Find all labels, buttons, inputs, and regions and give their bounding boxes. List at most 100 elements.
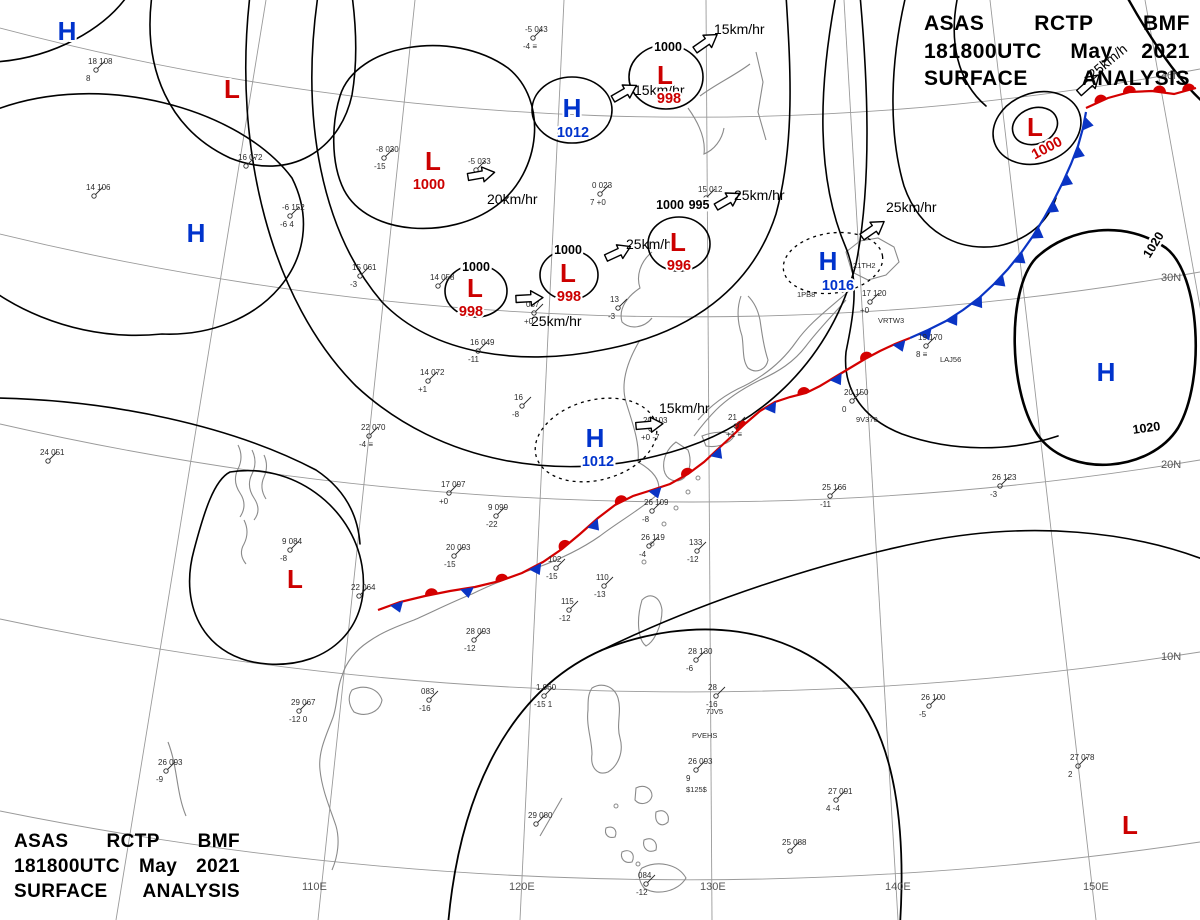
station-values: 13 bbox=[610, 295, 619, 304]
station-values-lower: -9 bbox=[156, 775, 164, 784]
movement-speed-label: 20km/hr bbox=[487, 191, 538, 207]
front-layer bbox=[377, 83, 1197, 613]
station-values-lower: -22 bbox=[486, 520, 498, 529]
station-circle bbox=[923, 343, 929, 349]
station-values: 1 060 bbox=[536, 683, 557, 692]
station-circle bbox=[243, 163, 249, 169]
station-values: 16 bbox=[514, 393, 523, 402]
station-values-lower: -16 bbox=[706, 700, 718, 709]
station-values: 28 093 bbox=[466, 627, 491, 636]
station-plot: 110 -13 bbox=[594, 573, 614, 599]
station-values-lower: -12 bbox=[636, 888, 648, 897]
station-values-lower: -6 4 bbox=[280, 220, 294, 229]
warm-front-semicircle bbox=[860, 351, 873, 362]
warm-front-semicircle bbox=[495, 573, 509, 583]
station-values: 14 072 bbox=[420, 368, 445, 377]
station-plot: 0 023 7 +0 bbox=[590, 181, 613, 207]
pressure-center-value: 998 bbox=[459, 304, 483, 320]
chart-title-bottom-left: ASAS RCTP BMF 181800UTC May 2021 SURFACE… bbox=[14, 829, 240, 904]
island-dot bbox=[661, 521, 667, 527]
station-plot: 25 088 bbox=[782, 838, 807, 854]
movement-arrow-icon bbox=[859, 220, 885, 241]
station-plot: 27 091 4 -4 bbox=[826, 787, 853, 813]
movement-arrow-icon bbox=[1075, 74, 1100, 97]
coastline bbox=[620, 251, 653, 328]
cold-front-triangle bbox=[648, 486, 662, 499]
station-values-lower: -11 bbox=[468, 355, 480, 364]
wind-barb bbox=[534, 28, 543, 37]
wind-barb bbox=[619, 298, 628, 307]
station-values: 102 bbox=[548, 555, 562, 564]
station-values-lower: -12 bbox=[559, 614, 571, 623]
station-circle bbox=[425, 378, 431, 384]
movement-speed-label: 15km/hr bbox=[659, 400, 710, 416]
station-circle bbox=[163, 768, 169, 774]
dotted-isobar bbox=[782, 231, 884, 295]
station-values: 22 064 bbox=[351, 583, 376, 592]
station-values: 15 012 bbox=[698, 185, 723, 194]
coastline-layer bbox=[167, 51, 900, 893]
coastline bbox=[755, 51, 767, 141]
isobar bbox=[311, 0, 791, 358]
title-line-3: SURFACE ANALYSIS bbox=[924, 67, 1190, 91]
wind-barb bbox=[477, 160, 486, 169]
station-plot: -5 043 -4 ≡ bbox=[523, 25, 548, 51]
station-circle bbox=[475, 348, 481, 354]
station-values-lower: -16 bbox=[419, 704, 431, 713]
pressure-center-value: 1012 bbox=[582, 454, 614, 470]
station-values-lower: -12 0 bbox=[289, 715, 308, 724]
station-circle bbox=[91, 193, 97, 199]
station-values: 26 119 bbox=[641, 533, 665, 542]
wind-barb bbox=[697, 760, 706, 769]
movement-arrow-icon bbox=[603, 244, 632, 262]
station-circle bbox=[566, 607, 572, 613]
station-values-lower: -15 bbox=[444, 560, 456, 569]
station-id: 1PB8 bbox=[797, 290, 815, 299]
movement-speed-label: 25km/hr bbox=[886, 199, 937, 215]
coastline bbox=[167, 741, 187, 817]
station-values-lower: -3 bbox=[350, 280, 358, 289]
pressure-center-value: 1000 bbox=[413, 177, 445, 193]
coastline bbox=[699, 63, 751, 97]
cold-front-triangle bbox=[945, 313, 958, 326]
movement-arrow-icon bbox=[515, 290, 544, 307]
longitude-label: 140E bbox=[885, 881, 911, 893]
station-plot: 24 051 bbox=[40, 448, 65, 464]
latitude-label: 30N bbox=[1161, 272, 1181, 284]
wind-barb bbox=[497, 506, 506, 515]
wind-barb bbox=[871, 292, 880, 301]
station-values: 133 bbox=[689, 538, 703, 547]
coastline bbox=[737, 295, 769, 372]
station-values-lower: 0 bbox=[842, 405, 847, 414]
station-circle bbox=[435, 283, 441, 289]
station-values: -6 152 bbox=[282, 203, 305, 212]
station-circle bbox=[296, 708, 302, 714]
isobar-value-label: 1020 bbox=[1132, 419, 1162, 437]
cold-front-triangle bbox=[918, 328, 932, 341]
pressure-center-value: 998 bbox=[557, 289, 581, 305]
station-values-lower: 9 bbox=[686, 774, 691, 783]
wind-barb bbox=[370, 426, 379, 435]
station-values: 14 106 bbox=[86, 183, 111, 192]
station-values: 29 067 bbox=[291, 698, 316, 707]
station-values: 110 bbox=[596, 573, 609, 582]
cold-front-triangle bbox=[1061, 173, 1074, 187]
high-pressure-symbol: H bbox=[1097, 357, 1116, 387]
station-values: 24 051 bbox=[40, 448, 65, 457]
station-plot: 27 078 2 bbox=[1068, 753, 1095, 779]
island-dot bbox=[635, 861, 641, 867]
coastline bbox=[319, 675, 343, 871]
station-id: $125$ bbox=[686, 785, 708, 794]
longitude-line bbox=[705, 0, 713, 920]
title-line-2: 181800UTC May 2021 bbox=[924, 39, 1190, 63]
station-values-lower: -15 1 bbox=[534, 700, 553, 709]
movement-arrow-icon bbox=[692, 33, 718, 54]
station-values-lower: -12 bbox=[464, 644, 476, 653]
wind-barb bbox=[647, 874, 656, 883]
station-values-lower: -4 bbox=[639, 550, 647, 559]
movement-speed-label: 15km/hr bbox=[714, 21, 765, 37]
isobar-value-label: 1000 bbox=[654, 40, 682, 54]
station-plot: 15 061 -3 bbox=[350, 263, 377, 289]
high-pressure-symbol: H bbox=[819, 246, 838, 276]
